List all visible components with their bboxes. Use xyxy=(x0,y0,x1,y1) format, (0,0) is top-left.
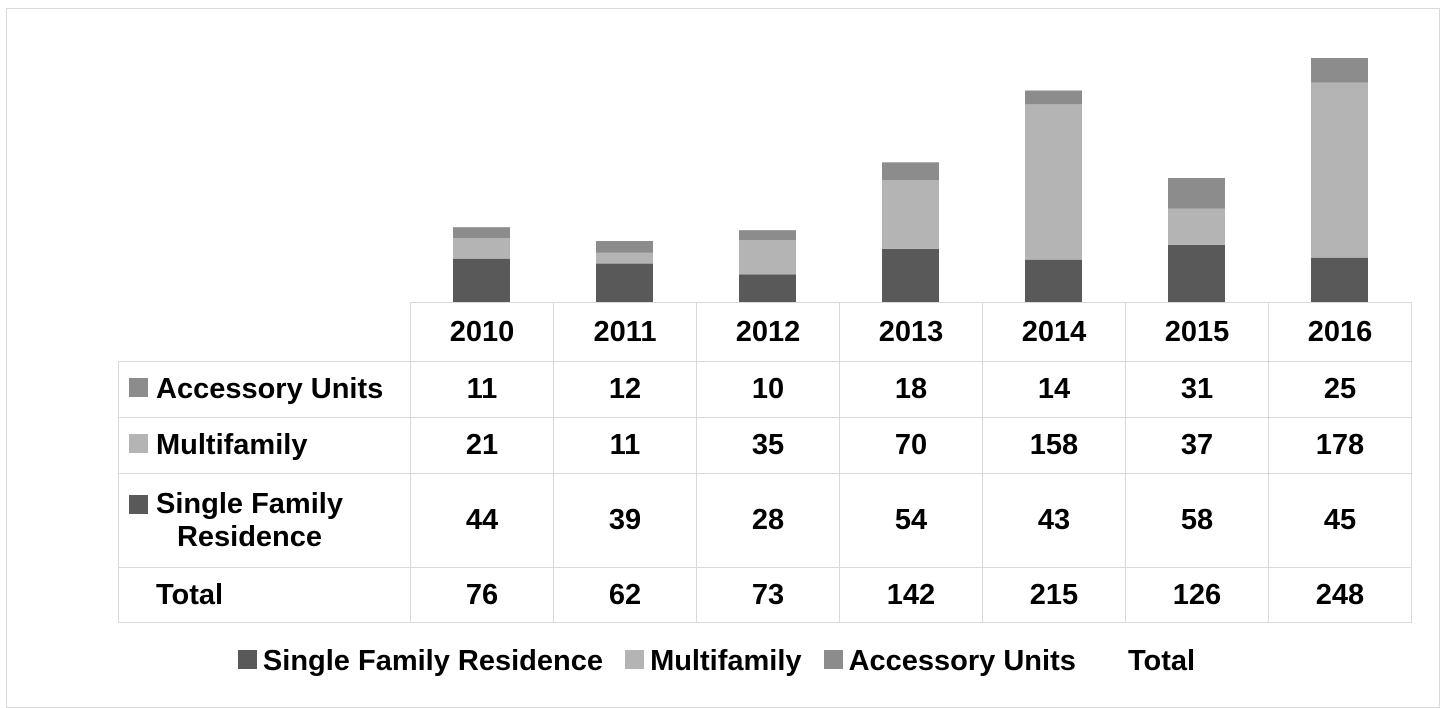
table-cell: 58 xyxy=(1125,473,1269,568)
single-family-swatch xyxy=(129,494,148,514)
bar-segment-multifamily-2016 xyxy=(1311,82,1368,258)
table-cell: 73 xyxy=(696,567,840,623)
table-cell: 12 xyxy=(553,361,697,418)
legend-item-accessory-units: Accessory Units xyxy=(823,645,1076,678)
legend-item-total: Total xyxy=(1128,645,1195,678)
year-header: 2014 xyxy=(982,302,1126,362)
bar-segment-multifamily-2011 xyxy=(596,252,653,264)
row-label: Total xyxy=(156,578,224,611)
accessory-units-swatch xyxy=(129,378,148,397)
table-cell: 37 xyxy=(1125,417,1269,474)
row-header-total: Total xyxy=(118,567,411,623)
total-swatch xyxy=(129,584,148,603)
table-cell: 18 xyxy=(839,361,983,418)
table-row-total: Total 76 62 73 142 215 126 248 xyxy=(118,567,1412,623)
year-header: 2013 xyxy=(839,302,983,362)
row-header-single-family: Single Family Residence xyxy=(118,473,411,568)
year-header: 2016 xyxy=(1268,302,1412,362)
table-cell: 31 xyxy=(1125,361,1269,418)
bar-segment-single-family-residence-2015 xyxy=(1168,244,1225,302)
bar-segment-accessory-units-2012 xyxy=(739,230,796,240)
row-header-accessory-units: Accessory Units xyxy=(118,361,411,418)
table-cell: 126 xyxy=(1125,567,1269,623)
chart-legend: Single Family Residence Multifamily Acce… xyxy=(0,645,1447,678)
legend-label: Total xyxy=(1127,645,1196,677)
bar-segment-single-family-residence-2011 xyxy=(596,263,653,302)
multifamily-swatch xyxy=(129,434,148,453)
table-cell: 44 xyxy=(410,473,554,568)
table-cell: 70 xyxy=(839,417,983,474)
table-cell: 62 xyxy=(553,567,697,623)
table-cell: 21 xyxy=(410,417,554,474)
row-header-multifamily: Multifamily xyxy=(118,417,411,474)
chart-plot xyxy=(453,58,1368,302)
table-cell: 35 xyxy=(696,417,840,474)
table-cell: 11 xyxy=(553,417,697,474)
row-label-line2: Residence xyxy=(176,520,323,553)
table-cell: 215 xyxy=(982,567,1126,623)
bar-segment-multifamily-2012 xyxy=(739,240,796,275)
row-label: Multifamily xyxy=(156,429,308,461)
table-cell: 28 xyxy=(696,473,840,568)
single-family-legend-swatch xyxy=(237,650,257,669)
table-row-accessory-units: Accessory Units 11 12 10 18 14 31 25 xyxy=(118,361,1412,418)
bar-segment-multifamily-2013 xyxy=(882,180,939,249)
table-cell: 54 xyxy=(839,473,983,568)
legend-label: Multifamily xyxy=(650,645,802,677)
bar-segment-accessory-units-2014 xyxy=(1025,90,1082,105)
table-cell: 76 xyxy=(410,567,554,623)
year-header: 2015 xyxy=(1125,302,1269,362)
row-label-line1: Single Family xyxy=(156,487,343,520)
bar-segment-single-family-residence-2010 xyxy=(453,258,510,302)
bar-segment-multifamily-2015 xyxy=(1168,208,1225,245)
bar-segment-multifamily-2010 xyxy=(453,238,510,259)
table-cell: 45 xyxy=(1268,473,1412,568)
table-cell: 25 xyxy=(1268,361,1412,418)
bar-segment-accessory-units-2013 xyxy=(882,162,939,180)
table-row-single-family: Single Family Residence 44 39 28 54 43 5… xyxy=(118,473,1412,568)
bar-segment-single-family-residence-2013 xyxy=(882,248,939,302)
legend-item-single-family: Single Family Residence xyxy=(237,645,603,678)
table-cell: 248 xyxy=(1268,567,1412,623)
table-row-multifamily: Multifamily 21 11 35 70 158 37 178 xyxy=(118,417,1412,474)
bar-segment-accessory-units-2015 xyxy=(1168,178,1225,209)
legend-label: Accessory Units xyxy=(848,645,1076,677)
chart-data-table: 2010 2011 2012 2013 2014 2015 2016 Acces… xyxy=(118,302,1412,623)
table-cell: 10 xyxy=(696,361,840,418)
bar-segment-accessory-units-2016 xyxy=(1311,58,1368,83)
bar-segment-accessory-units-2010 xyxy=(453,227,510,238)
table-cell: 11 xyxy=(410,361,554,418)
bar-segment-single-family-residence-2014 xyxy=(1025,259,1082,302)
year-header: 2012 xyxy=(696,302,840,362)
table-cell: 43 xyxy=(982,473,1126,568)
table-cell: 142 xyxy=(839,567,983,623)
table-corner xyxy=(118,302,411,362)
bar-segment-single-family-residence-2016 xyxy=(1311,257,1368,302)
table-cell: 14 xyxy=(982,361,1126,418)
legend-item-multifamily: Multifamily xyxy=(625,645,802,678)
legend-label: Single Family Residence xyxy=(262,645,603,677)
bar-segment-multifamily-2014 xyxy=(1025,104,1082,260)
bar-segment-accessory-units-2011 xyxy=(596,241,653,253)
multifamily-legend-swatch xyxy=(625,650,645,669)
bar-segment-single-family-residence-2012 xyxy=(739,274,796,302)
row-label: Accessory Units xyxy=(156,373,384,405)
accessory-units-legend-swatch xyxy=(823,650,843,669)
table-cell: 178 xyxy=(1268,417,1412,474)
year-header: 2011 xyxy=(553,302,697,362)
table-cell: 39 xyxy=(553,473,697,568)
year-header: 2010 xyxy=(410,302,554,362)
table-cell: 158 xyxy=(982,417,1126,474)
